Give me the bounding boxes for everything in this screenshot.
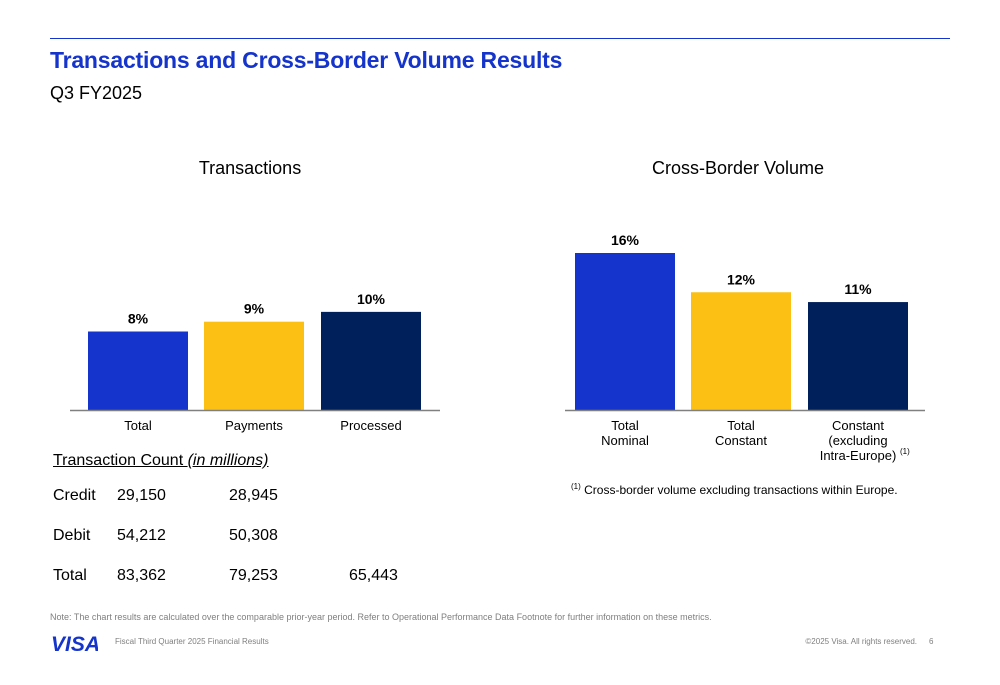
cross-border-chart-title: Cross-Border Volume [651, 158, 825, 178]
methodology-note: Note: The chart results are calculated o… [50, 612, 712, 622]
transaction-count-heading: Transaction Count (in millions) [53, 452, 269, 469]
data-label-0-1: 9% [244, 301, 265, 317]
data-label-1-2: 11% [844, 281, 872, 297]
count-payments-0: 28,945 [229, 487, 278, 504]
page-subtitle: Q3 FY2025 [50, 83, 143, 103]
count-processed-2: 65,443 [349, 567, 398, 584]
cross-border-chart: 16% Total Nominal 12% Total Constant 11% Consta… [565, 232, 925, 463]
header-rule [50, 38, 950, 39]
category-label-0-2: Processed [340, 418, 401, 433]
footnote: (1) Cross-border volume excluding transa… [571, 482, 898, 497]
category-label-0-0: Total [124, 418, 152, 433]
count-payments-1: 50,308 [229, 527, 278, 544]
count-label-1: Debit [53, 527, 91, 544]
visa-logo: VISA [51, 633, 98, 654]
page-title: Transactions and Cross-Border Volume Res… [50, 47, 563, 73]
count-payments-2: 79,253 [229, 567, 278, 584]
category-label-1-2: Constant (excluding Intra-Europe) [820, 418, 897, 463]
category-label-1-1: Total Constant [715, 418, 767, 448]
count-total-2: 83,362 [117, 567, 166, 584]
bar-1-2 [808, 302, 908, 410]
footer-copyright: ©2025 Visa. All rights reserved. [805, 637, 917, 646]
data-label-0-2: 10% [357, 291, 386, 307]
category-label-0-1: Payments [225, 418, 283, 433]
page-number: 6 [929, 637, 934, 646]
bar-0-1 [204, 321, 304, 410]
count-label-0: Credit [53, 487, 96, 504]
count-total-1: 54,212 [117, 527, 166, 544]
bar-1-1 [691, 292, 791, 410]
count-label-2: Total [53, 567, 87, 584]
footer-report-name: Fiscal Third Quarter 2025 Financial Resu… [115, 637, 269, 646]
bar-1-0 [575, 253, 675, 410]
bar-0-2 [321, 311, 421, 410]
category-superscript-1-2: (1) [900, 447, 910, 456]
category-label-1-0: Total Nominal [601, 418, 649, 448]
data-label-1-1: 12% [727, 271, 756, 287]
bar-0-0 [88, 331, 188, 410]
svg-text:VISA: VISA [51, 633, 98, 654]
count-total-0: 29,150 [117, 487, 166, 504]
transactions-chart-title: Transactions [198, 158, 302, 178]
data-label-1-0: 16% [611, 232, 640, 248]
data-label-0-0: 8% [128, 311, 149, 327]
transactions-chart: 8% Total 9% Payments 10% Processed [70, 291, 440, 433]
